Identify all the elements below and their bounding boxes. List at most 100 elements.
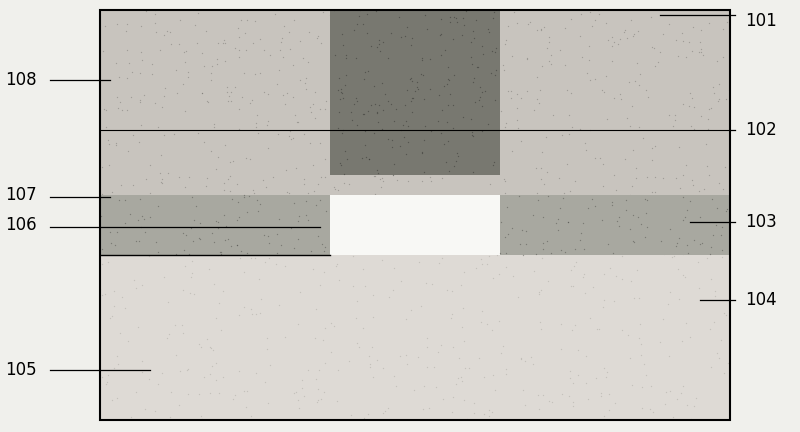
Point xyxy=(249,18,262,25)
Point xyxy=(598,365,610,372)
Point xyxy=(319,105,332,112)
Point xyxy=(424,136,437,143)
Point xyxy=(225,98,238,105)
Point xyxy=(533,291,546,298)
Point xyxy=(370,7,382,14)
Point xyxy=(212,251,225,258)
Point xyxy=(496,198,509,205)
Point xyxy=(320,207,333,214)
Point xyxy=(106,397,118,403)
Point xyxy=(676,272,689,279)
Point xyxy=(414,166,426,173)
Point xyxy=(354,137,367,143)
Point xyxy=(137,38,150,44)
Point xyxy=(578,140,591,147)
Point xyxy=(314,197,326,203)
Point xyxy=(108,288,121,295)
Point xyxy=(375,184,388,191)
Point xyxy=(350,314,362,321)
Point xyxy=(272,67,285,74)
Point xyxy=(421,25,434,32)
Point xyxy=(329,186,342,193)
Point xyxy=(250,369,262,376)
Point xyxy=(211,24,224,31)
Point xyxy=(684,333,697,340)
Point xyxy=(566,327,579,334)
Point xyxy=(258,210,270,217)
Bar xyxy=(100,10,730,195)
Point xyxy=(423,174,436,181)
Point xyxy=(442,138,454,145)
Point xyxy=(530,165,542,172)
Point xyxy=(538,181,550,187)
Point xyxy=(645,14,658,21)
Point xyxy=(497,61,510,68)
Point xyxy=(328,103,341,110)
Point xyxy=(336,89,349,96)
Point xyxy=(706,84,719,91)
Point xyxy=(531,190,544,197)
Point xyxy=(702,116,714,123)
Point xyxy=(229,83,242,90)
Point xyxy=(407,151,420,158)
Point xyxy=(222,131,235,138)
Point xyxy=(302,29,315,35)
Point xyxy=(405,89,418,95)
Point xyxy=(416,231,429,238)
Point xyxy=(668,117,681,124)
Point xyxy=(340,55,353,62)
Text: 103: 103 xyxy=(745,213,777,231)
Point xyxy=(406,54,418,60)
Point xyxy=(139,406,152,413)
Point xyxy=(366,374,379,381)
Point xyxy=(420,70,433,76)
Point xyxy=(574,10,587,17)
Point xyxy=(390,383,402,390)
Point xyxy=(530,251,543,257)
Point xyxy=(250,57,262,64)
Point xyxy=(382,98,394,105)
Point xyxy=(177,229,190,236)
Point xyxy=(111,241,124,248)
Point xyxy=(434,31,447,38)
Point xyxy=(566,403,579,410)
Point xyxy=(477,50,490,57)
Point xyxy=(233,47,246,54)
Point xyxy=(299,197,312,204)
Point xyxy=(397,54,410,61)
Point xyxy=(418,126,430,133)
Point xyxy=(194,413,207,419)
Point xyxy=(663,50,676,57)
Point xyxy=(290,388,302,395)
Point xyxy=(368,114,381,121)
Point xyxy=(424,93,437,100)
Point xyxy=(707,68,720,75)
Point xyxy=(207,347,220,354)
Point xyxy=(334,162,347,168)
Point xyxy=(123,211,136,218)
Point xyxy=(306,162,319,169)
Point xyxy=(630,175,642,181)
Point xyxy=(412,43,425,50)
Point xyxy=(603,407,616,414)
Point xyxy=(674,390,687,397)
Point xyxy=(374,209,387,216)
Point xyxy=(110,144,123,151)
Point xyxy=(671,240,684,247)
Point xyxy=(418,168,431,175)
Point xyxy=(585,109,598,116)
Point xyxy=(350,20,363,27)
Point xyxy=(274,241,287,248)
Bar xyxy=(100,195,330,255)
Point xyxy=(424,148,437,155)
Point xyxy=(400,352,413,359)
Point xyxy=(254,296,267,303)
Point xyxy=(521,196,534,203)
Point xyxy=(427,47,440,54)
Point xyxy=(292,405,305,412)
Point xyxy=(149,99,162,106)
Point xyxy=(669,111,682,118)
Point xyxy=(299,134,312,141)
Point xyxy=(266,127,279,134)
Point xyxy=(95,76,108,83)
